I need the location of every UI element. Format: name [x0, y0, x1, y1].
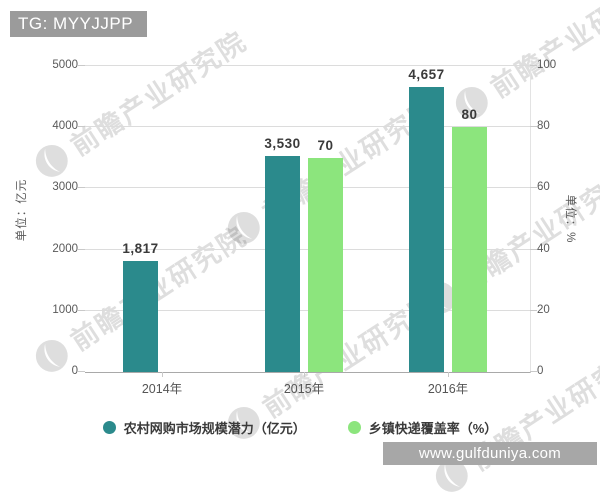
- bar-value-label: 70: [317, 138, 334, 153]
- site-watermark-bar: www.gulfduniya.com: [383, 442, 597, 465]
- bar-2016年-s1: [452, 127, 487, 372]
- y-tick-left: [78, 371, 85, 372]
- gridline: [85, 126, 530, 128]
- legend-item-coverage-rate: 乡镇快递覆盖率（%）: [347, 418, 498, 437]
- gridline: [85, 65, 530, 66]
- bar-2016年-s0: [409, 87, 444, 372]
- left-axis-title: 单位：亿元: [16, 178, 28, 242]
- y-tick-right: [530, 309, 537, 311]
- y-tick-right: [530, 248, 537, 250]
- legend-label: 农村网购市场规模潜力（亿元）: [123, 421, 306, 436]
- bar-2015年-s1: [308, 158, 343, 372]
- y-tick-label-right: 0: [537, 365, 544, 377]
- y-tick-label-right: 60: [537, 181, 550, 194]
- y-tick-left: [78, 309, 85, 311]
- y-tick-right: [530, 65, 537, 66]
- y-tick-right: [530, 126, 537, 128]
- tag-label-box: TG: MYYJJPP: [10, 11, 148, 37]
- y-tick-label-left: 4000: [52, 120, 78, 133]
- plot-area: 1,817 3,530 4,657 70 80: [85, 65, 531, 373]
- bar-value-label: 80: [461, 107, 478, 122]
- bar-2014年-s0: [123, 261, 158, 372]
- gridline: [85, 309, 530, 311]
- y-tick-label-left: 3000: [52, 181, 78, 194]
- bar-value-label: 3,530: [264, 136, 301, 151]
- y-tick-left: [78, 65, 85, 66]
- y-tick-label-left: 1000: [52, 303, 78, 316]
- bar-chart: 单位：亿元 单位：% 1,817 3,530 4,657 70 80 0 0 1000 20 2…: [16, 59, 576, 396]
- chart-legend: 农村网购市场规模潜力（亿元） 乡镇快递覆盖率（%）: [0, 418, 600, 437]
- site-watermark-text: www.gulfduniya.com: [418, 445, 562, 462]
- x-axis-tick: [448, 372, 449, 377]
- x-axis-label: 2014年: [141, 382, 183, 396]
- y-tick-left: [78, 187, 85, 189]
- y-tick-right: [530, 371, 537, 372]
- y-tick-right: [530, 187, 537, 189]
- legend-dot-icon: [347, 421, 361, 434]
- legend-item-market-potential: 农村网购市场规模潜力（亿元）: [102, 418, 306, 437]
- tag-label: TG: MYYJJPP: [18, 14, 134, 33]
- x-axis-tick: [162, 372, 163, 377]
- bar-value-label: 4,657: [408, 67, 445, 82]
- bar-2015年-s0: [265, 156, 300, 372]
- legend-label: 乡镇快递覆盖率（%）: [368, 421, 498, 436]
- y-tick-label-right: 100: [537, 59, 557, 71]
- x-axis-label: 2016年: [427, 382, 469, 396]
- gridline: [85, 248, 530, 250]
- y-tick-label-left: 0: [71, 365, 78, 377]
- y-tick-label-right: 20: [537, 303, 550, 316]
- y-tick-label-right: 80: [537, 120, 550, 133]
- x-axis-tick: [304, 372, 305, 377]
- legend-dot-icon: [102, 421, 116, 434]
- gridline: [85, 187, 530, 189]
- right-axis-title: 单位：%: [564, 194, 576, 244]
- y-tick-label-right: 40: [537, 242, 550, 255]
- bar-value-label: 1,817: [122, 241, 159, 256]
- x-axis-label: 2015年: [283, 382, 325, 396]
- y-tick-label-left: 5000: [52, 59, 78, 71]
- y-tick-left: [78, 126, 85, 128]
- y-tick-label-left: 2000: [52, 242, 78, 255]
- y-tick-left: [78, 248, 85, 250]
